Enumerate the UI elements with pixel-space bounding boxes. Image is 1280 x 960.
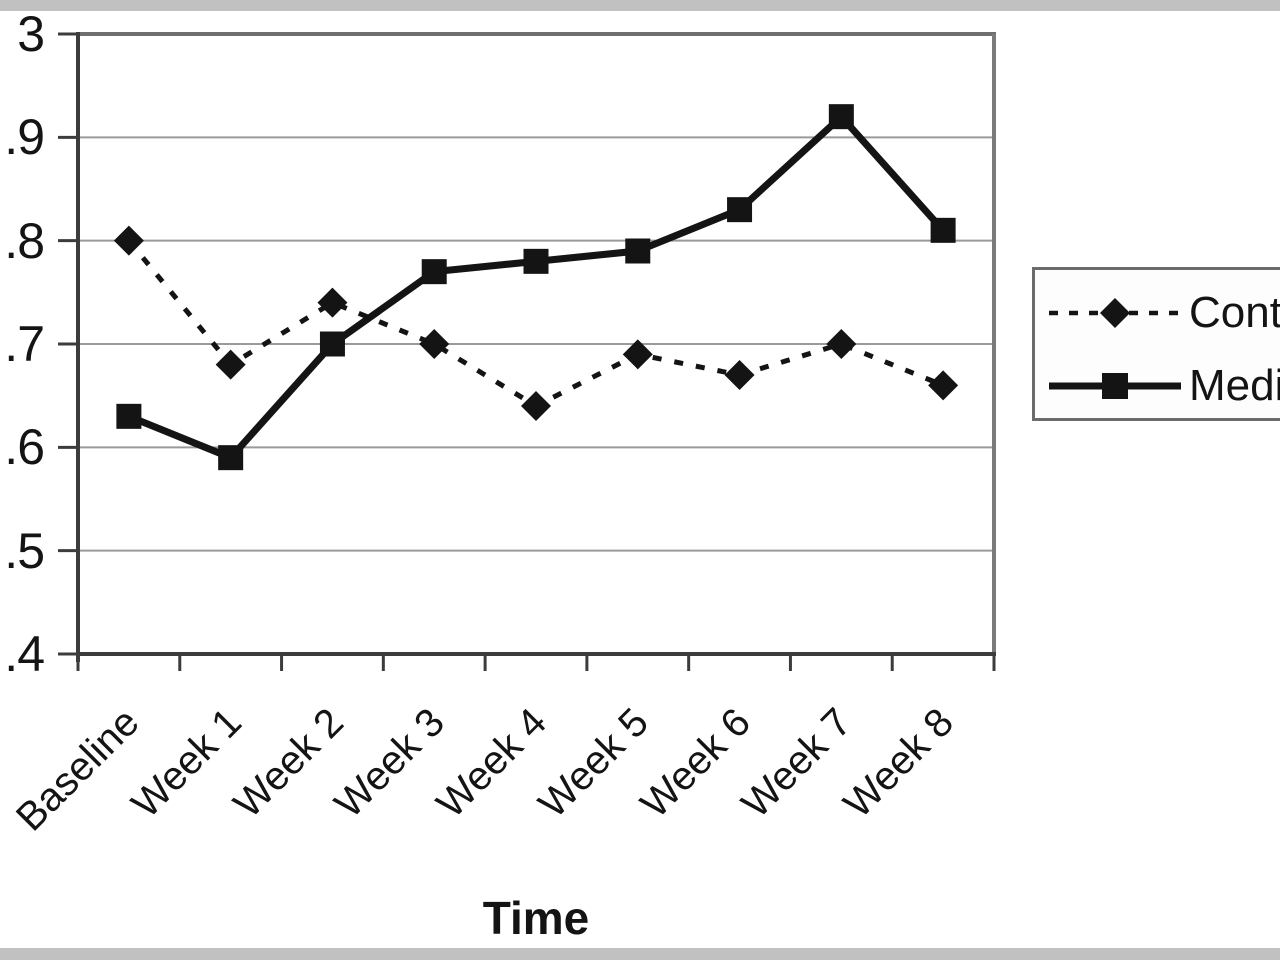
legend: Cont Medi <box>1032 267 1280 421</box>
data-point-medi-week-7 <box>828 104 854 130</box>
window-edge-bar-top <box>0 0 1280 11</box>
data-point-cont-week-1 <box>215 349 246 380</box>
legend-label-medication: Medi <box>1189 361 1280 410</box>
y-tick-label: .8 <box>4 212 45 269</box>
y-tick-label: .6 <box>4 419 45 476</box>
data-point-cont-week-6 <box>724 360 755 390</box>
data-point-cont-week-7 <box>826 329 857 359</box>
data-point-medi-week-3 <box>421 259 447 285</box>
data-point-medi-week-6 <box>727 197 753 223</box>
data-point-medi-baseline <box>116 403 142 429</box>
data-point-medi-week-1 <box>218 445 244 471</box>
data-point-cont-week-5 <box>622 339 653 370</box>
data-point-medi-week-8 <box>930 217 956 243</box>
solid-line-square-marker-icon <box>1049 373 1181 399</box>
data-point-cont-week-3 <box>419 329 450 359</box>
y-tick-label: .4 <box>4 626 45 682</box>
legend-entry-medication: Medi <box>1045 364 1280 408</box>
window-edge-bar-bottom <box>0 948 1280 960</box>
y-tick-label: .9 <box>4 109 45 166</box>
y-tick-label: .7 <box>4 316 45 372</box>
legend-label-control: Cont <box>1189 288 1280 337</box>
data-point-cont-week-2 <box>317 287 348 318</box>
data-point-cont-baseline <box>113 225 144 256</box>
dotted-line-diamond-marker-icon <box>1049 298 1181 328</box>
x-axis-title: Time <box>482 892 590 944</box>
legend-entry-control: Cont <box>1045 291 1280 335</box>
data-point-medi-week-4 <box>523 248 549 274</box>
data-point-medi-week-2 <box>319 331 345 357</box>
y-tick-label: .5 <box>4 522 45 579</box>
data-point-cont-week-4 <box>521 391 551 421</box>
data-point-medi-week-5 <box>625 238 651 264</box>
y-tick-label: 3 <box>17 6 45 62</box>
data-point-cont-week-8 <box>928 370 959 401</box>
